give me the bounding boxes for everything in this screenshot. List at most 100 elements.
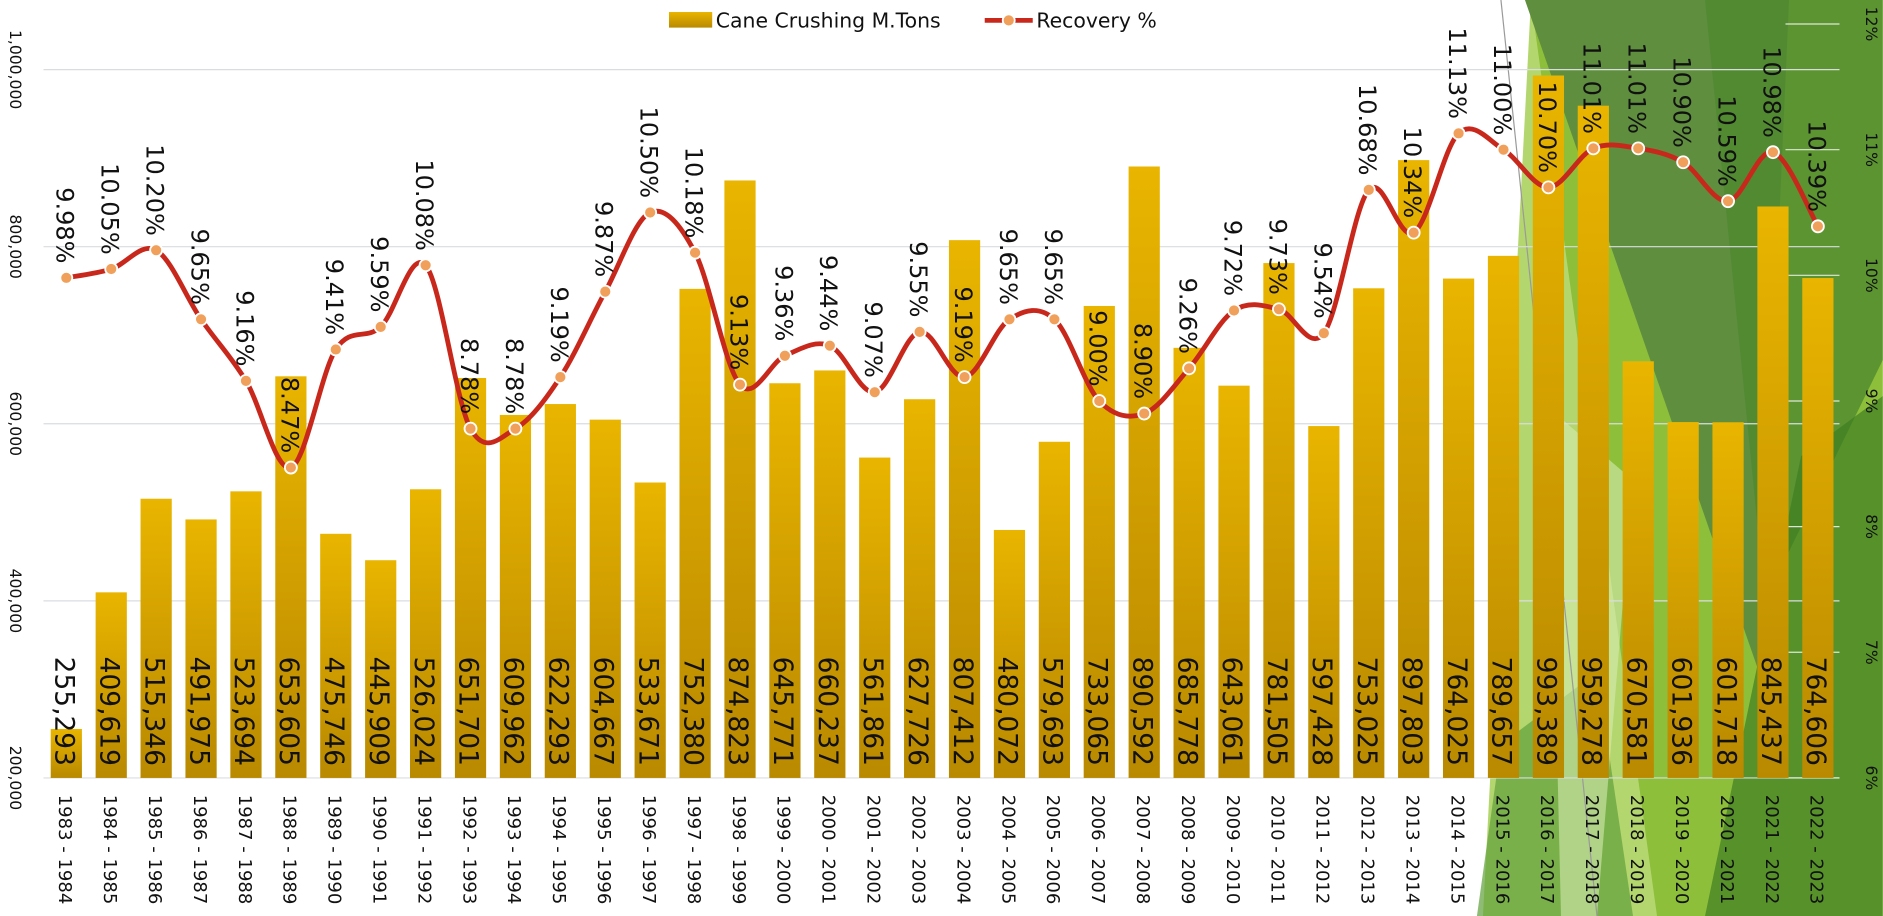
line-marker bbox=[1182, 361, 1197, 376]
line-value-label: 10.34% bbox=[1398, 127, 1426, 219]
line-marker bbox=[553, 370, 568, 385]
bar-value-label: 533,671 bbox=[632, 657, 663, 766]
line-marker bbox=[508, 421, 523, 436]
bar-value-label: 764,606 bbox=[1800, 657, 1831, 766]
bar bbox=[50, 728, 82, 778]
bar bbox=[1263, 263, 1295, 778]
bar bbox=[1398, 160, 1430, 778]
y-tick-label: 200,000 bbox=[6, 746, 24, 810]
bar bbox=[230, 491, 262, 778]
bar-value-label: 475,746 bbox=[318, 657, 349, 766]
line-value-label: 9.87% bbox=[590, 201, 618, 277]
legend-label: Recovery % bbox=[1036, 9, 1156, 33]
y2-tick-label: 6% bbox=[1862, 766, 1880, 791]
x-tick-label: 2003 - 2004 bbox=[952, 795, 973, 905]
bar bbox=[1038, 441, 1070, 778]
bar-value-label: 670,581 bbox=[1620, 657, 1651, 766]
line-marker bbox=[1002, 312, 1017, 327]
bar-value-label: 627,726 bbox=[902, 657, 933, 766]
y-tick-label: 800,000 bbox=[6, 214, 24, 278]
bar bbox=[634, 482, 666, 778]
line-marker bbox=[1137, 406, 1152, 421]
bar bbox=[1802, 278, 1834, 778]
bar-value-label: 515,346 bbox=[138, 657, 169, 766]
bar bbox=[1128, 166, 1160, 778]
bar bbox=[410, 489, 442, 778]
line-marker bbox=[1451, 126, 1466, 141]
bar-value-label: 733,065 bbox=[1081, 657, 1112, 766]
legend-marker bbox=[1001, 13, 1016, 28]
x-tick-label: 1998 - 1999 bbox=[728, 795, 749, 905]
line-value-label: 8.47% bbox=[275, 377, 303, 453]
line-value-label: 9.00% bbox=[1084, 310, 1112, 386]
line-value-label: 10.70% bbox=[1533, 81, 1561, 173]
line-value-label: 10.68% bbox=[1353, 84, 1381, 176]
line-marker bbox=[957, 370, 972, 385]
x-tick-label: 2007 - 2008 bbox=[1132, 795, 1153, 905]
bar-value-label: 409,619 bbox=[93, 657, 124, 766]
bar-value-label: 480,072 bbox=[992, 657, 1023, 766]
bar-value-label: 622,293 bbox=[543, 657, 574, 766]
line-marker bbox=[104, 262, 119, 276]
y2-tick-label: 9% bbox=[1862, 389, 1880, 414]
line-value-label: 8.78% bbox=[455, 338, 483, 414]
bar-value-label: 645,771 bbox=[767, 657, 798, 766]
bar bbox=[499, 414, 532, 778]
x-tick-label: 2004 - 2005 bbox=[997, 795, 1018, 905]
x-tick-label: 2018 - 2019 bbox=[1626, 795, 1647, 905]
line-marker bbox=[1810, 219, 1825, 234]
line-value-label: 9.44% bbox=[814, 255, 842, 331]
bar bbox=[1712, 422, 1744, 778]
x-tick-label: 1996 - 1997 bbox=[638, 795, 659, 905]
bar bbox=[769, 383, 801, 778]
line-value-label: 8.78% bbox=[500, 338, 528, 414]
bar bbox=[1757, 206, 1789, 778]
bar-value-label: 890,592 bbox=[1126, 657, 1157, 766]
x-tick-label: 2014 - 2015 bbox=[1446, 795, 1467, 905]
bar bbox=[1308, 426, 1340, 778]
bar bbox=[814, 370, 846, 778]
line-marker bbox=[1047, 312, 1062, 327]
x-tick-label: 2000 - 2001 bbox=[818, 795, 839, 905]
line-value-label: 9.59% bbox=[365, 236, 393, 312]
bar-value-label: 752,380 bbox=[677, 657, 708, 766]
x-tick-label: 1986 - 1987 bbox=[189, 795, 210, 905]
y2-tick-label: 10% bbox=[1862, 258, 1880, 293]
x-tick-label: 1991 - 1992 bbox=[413, 795, 434, 905]
line-marker bbox=[463, 421, 478, 436]
bar-value-label: 781,505 bbox=[1261, 657, 1292, 766]
x-tick-label: 2019 - 2020 bbox=[1671, 795, 1692, 905]
bar-value-label: 579,693 bbox=[1037, 657, 1068, 766]
line-value-label: 11.01% bbox=[1578, 42, 1606, 134]
bar-value-label: 255,293 bbox=[49, 657, 80, 766]
bar-value-label: 601,936 bbox=[1665, 657, 1696, 766]
line-value-label: 10.59% bbox=[1712, 95, 1740, 187]
x-tick-label: 2006 - 2007 bbox=[1087, 795, 1108, 905]
bar bbox=[320, 533, 352, 778]
bar-value-label: 597,428 bbox=[1306, 657, 1337, 766]
x-tick-label: 2009 - 2010 bbox=[1222, 795, 1243, 905]
line-marker bbox=[822, 338, 837, 353]
line-value-label: 9.13% bbox=[724, 294, 752, 370]
bar bbox=[95, 592, 127, 778]
bar-value-label: 807,412 bbox=[947, 657, 978, 766]
line-value-label: 9.16% bbox=[230, 290, 258, 366]
x-tick-label: 1983 - 1984 bbox=[54, 795, 75, 905]
x-tick-label: 1988 - 1989 bbox=[279, 795, 300, 905]
line-marker bbox=[1721, 194, 1735, 209]
bar-value-label: 753,025 bbox=[1351, 657, 1382, 766]
x-tick-label: 1995 - 1996 bbox=[593, 795, 614, 905]
line-marker bbox=[1227, 303, 1241, 318]
line-series bbox=[59, 126, 1825, 475]
line-marker bbox=[598, 284, 613, 299]
line-value-label: 9.19% bbox=[545, 286, 573, 362]
bar bbox=[589, 419, 621, 778]
y2-tick-label: 8% bbox=[1862, 514, 1880, 539]
x-tick-label: 2005 - 2006 bbox=[1042, 795, 1063, 905]
bar-value-label: 561,861 bbox=[857, 657, 888, 766]
bar-value-label: 491,975 bbox=[183, 657, 214, 766]
line-value-label: 9.36% bbox=[769, 265, 797, 341]
line-value-label: 8.90% bbox=[1129, 323, 1157, 399]
bar bbox=[1442, 278, 1475, 778]
